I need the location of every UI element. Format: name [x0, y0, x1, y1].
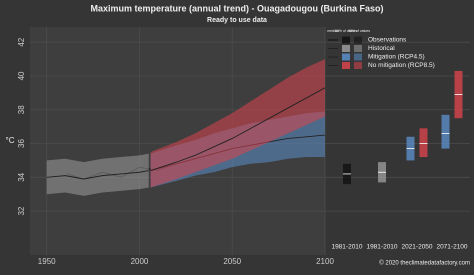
legend-swatch — [354, 62, 362, 69]
y-tick-label: 36 — [17, 139, 26, 148]
legend-swatch — [354, 53, 362, 61]
line — [46, 170, 149, 180]
period-label: 1981-2010 — [366, 244, 397, 251]
legend-swatch — [342, 36, 350, 44]
line — [150, 87, 326, 171]
y-tick-label: 34 — [17, 172, 26, 181]
band — [46, 153, 149, 196]
y-axis-label: °C — [6, 136, 15, 145]
y-tick-label: 32 — [17, 206, 26, 215]
x-tick-label: 2100 — [316, 257, 334, 266]
legend-swatch — [342, 62, 350, 69]
chart-subtitle: Ready to use data — [207, 17, 267, 24]
y-tick-label: 38 — [17, 105, 26, 114]
legend-header: 66% of values — [335, 29, 357, 33]
copyright: © 2020 theclimatedatafactory.com — [379, 260, 470, 267]
legend-swatch — [354, 45, 362, 52]
legend-header: 90% of values — [348, 29, 370, 33]
period-label: 1981-2010 — [331, 244, 362, 251]
period-label: 2071-2100 — [436, 244, 467, 251]
legend-swatch — [342, 45, 350, 52]
range-box — [419, 128, 428, 158]
legend-label: Mitigation (RCP4.5) — [368, 54, 425, 61]
range-box — [441, 114, 450, 149]
x-tick-label: 2050 — [223, 257, 241, 266]
legend-header: median — [327, 29, 339, 33]
legend-label: Observations — [368, 37, 407, 44]
legend-swatch — [354, 36, 362, 44]
x-tick-label: 1950 — [38, 257, 56, 266]
legend-swatch — [342, 53, 350, 61]
legend-label: Historical — [368, 45, 395, 52]
period-label: 2021-2050 — [401, 244, 432, 251]
y-tick-label: 40 — [17, 71, 26, 80]
x-tick-label: 2000 — [131, 257, 149, 266]
y-tick-label: 42 — [17, 37, 26, 46]
legend-label: No mitigation (RCP8.5) — [368, 62, 435, 69]
chart-title: Maximum temperature (annual trend) - Oua… — [90, 3, 383, 13]
